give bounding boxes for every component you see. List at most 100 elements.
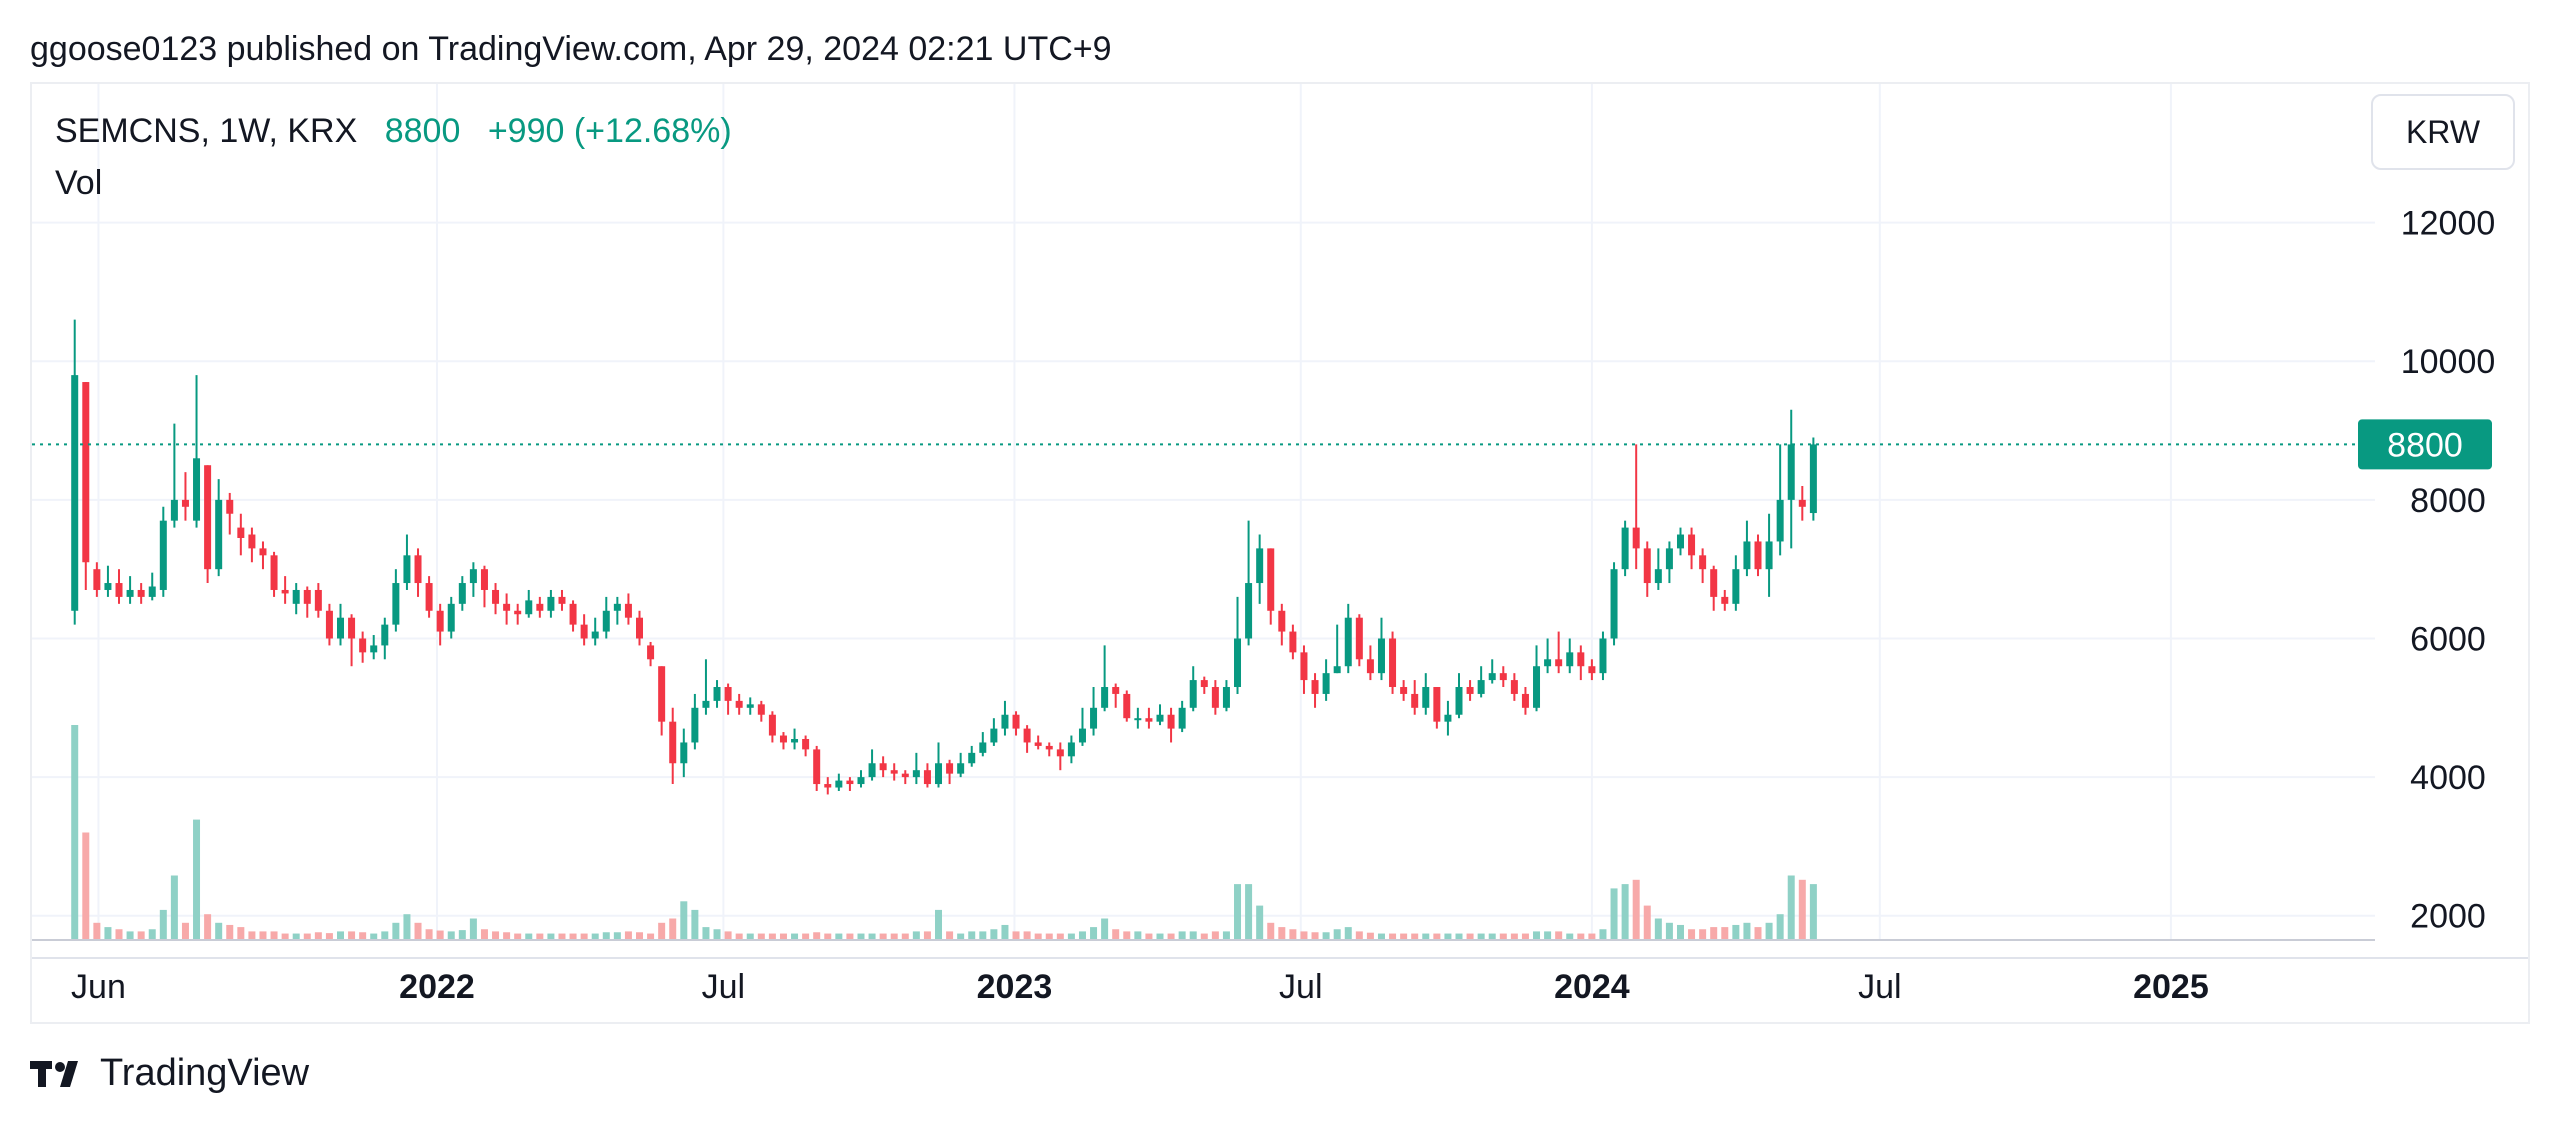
volume-bar bbox=[802, 933, 810, 940]
volume-bar bbox=[1566, 933, 1574, 940]
volume-bar bbox=[381, 931, 389, 940]
volume-bar bbox=[1311, 932, 1319, 940]
candle-body bbox=[990, 728, 998, 743]
volume-bar bbox=[547, 933, 555, 940]
volume-bar bbox=[1045, 933, 1053, 940]
candle-body bbox=[447, 603, 455, 632]
volume-bar bbox=[1621, 884, 1629, 940]
candle-body bbox=[957, 763, 965, 774]
volume-bar bbox=[159, 909, 167, 940]
volume-bar bbox=[879, 933, 887, 940]
candle-body bbox=[1787, 444, 1795, 500]
volume-bar bbox=[1278, 927, 1286, 940]
volume-bar bbox=[514, 933, 522, 940]
candle-body bbox=[1754, 541, 1762, 570]
candle-body bbox=[879, 763, 887, 771]
tradingview-logo-icon bbox=[30, 1060, 78, 1087]
candle-body bbox=[923, 770, 931, 785]
candle-body bbox=[1466, 687, 1474, 694]
volume-bar bbox=[82, 832, 90, 940]
candle-body bbox=[835, 780, 843, 788]
candle-body bbox=[1134, 718, 1142, 721]
volume-bar bbox=[1366, 932, 1374, 940]
date-tick-label: Jun bbox=[71, 968, 126, 1006]
candle-body bbox=[1078, 728, 1086, 743]
volume-bar bbox=[613, 932, 621, 940]
volume-bar bbox=[1710, 927, 1718, 940]
volume-bar bbox=[1023, 931, 1031, 940]
candle-body bbox=[1090, 707, 1098, 729]
volume-bar bbox=[1300, 931, 1308, 940]
candle-body bbox=[259, 548, 267, 556]
candle-body bbox=[846, 780, 854, 785]
candle-body bbox=[237, 527, 245, 538]
volume-bar bbox=[126, 931, 134, 940]
candle-body bbox=[1389, 638, 1397, 688]
volume-bar bbox=[558, 933, 566, 940]
candle-body bbox=[757, 704, 765, 715]
volume-bar bbox=[1067, 933, 1075, 940]
candle-body bbox=[1234, 638, 1242, 688]
volume-bar bbox=[713, 929, 721, 940]
candle-body bbox=[314, 589, 322, 611]
volume-bar bbox=[259, 931, 267, 940]
volume-bar bbox=[857, 933, 865, 940]
candle-body bbox=[503, 603, 511, 611]
candle-body bbox=[547, 596, 555, 611]
volume-bar bbox=[170, 875, 178, 940]
volume-bar bbox=[813, 932, 821, 940]
volume-bar bbox=[536, 933, 544, 940]
candle-body bbox=[1665, 548, 1673, 570]
volume-bar bbox=[414, 922, 422, 940]
candle-body bbox=[1776, 499, 1784, 542]
candle-body bbox=[104, 583, 112, 590]
volume-bar bbox=[137, 931, 145, 940]
volume-bar bbox=[1178, 931, 1186, 940]
candle-body bbox=[1023, 728, 1031, 743]
volume-bar bbox=[647, 933, 655, 940]
volume-bar bbox=[392, 922, 400, 940]
candle-body bbox=[1145, 718, 1153, 722]
candle-body bbox=[1366, 659, 1374, 674]
candle-body bbox=[392, 583, 400, 625]
volume-bar bbox=[935, 909, 943, 940]
candle-body bbox=[1643, 548, 1651, 584]
volume-bar bbox=[1599, 929, 1607, 940]
candle-body bbox=[813, 749, 821, 785]
volume-label: Vol bbox=[55, 164, 103, 202]
candle-body bbox=[1521, 693, 1529, 708]
tradingview-brand[interactable]: TradingView bbox=[30, 1052, 309, 1095]
candle-layer bbox=[71, 319, 1817, 795]
candle-body bbox=[1621, 527, 1629, 570]
volume-bar bbox=[458, 930, 466, 940]
volume-bar bbox=[1499, 933, 1507, 940]
volume-bar bbox=[1355, 931, 1363, 940]
candle-body bbox=[370, 645, 378, 653]
candle-body bbox=[1045, 745, 1053, 750]
candle-body bbox=[591, 631, 599, 639]
volume-bar bbox=[1333, 929, 1341, 940]
volume-bar bbox=[1400, 933, 1408, 940]
volume-bar bbox=[1588, 933, 1596, 940]
volume-bar bbox=[1034, 933, 1042, 940]
volume-bar bbox=[204, 914, 212, 940]
volume-bar bbox=[325, 933, 333, 940]
volume-bar bbox=[314, 932, 322, 940]
volume-bar bbox=[1488, 933, 1496, 940]
candle-body bbox=[1699, 555, 1707, 570]
candle-body bbox=[890, 770, 898, 774]
tradingview-brand-text: TradingView bbox=[100, 1052, 310, 1094]
candle-body bbox=[1400, 687, 1408, 694]
price-tick-label: 12000 bbox=[2401, 205, 2496, 243]
candle-body bbox=[403, 555, 411, 584]
candle-body bbox=[226, 499, 234, 514]
volume-bar bbox=[248, 931, 256, 940]
volume-bar bbox=[1643, 905, 1651, 940]
candle-body bbox=[1809, 444, 1817, 514]
currency-button[interactable]: KRW bbox=[2371, 94, 2515, 170]
volume-bar bbox=[1377, 933, 1385, 940]
candle-body bbox=[624, 603, 632, 618]
candle-body bbox=[968, 752, 976, 764]
candle-body bbox=[126, 589, 134, 597]
